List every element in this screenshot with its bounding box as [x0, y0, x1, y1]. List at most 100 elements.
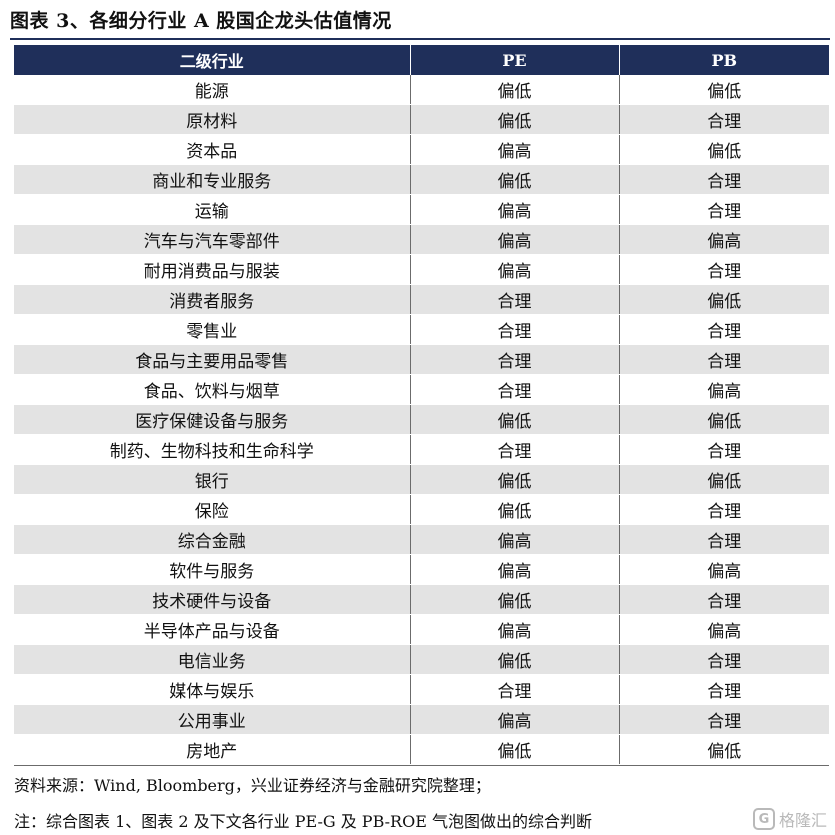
pe-cell: 合理 [409, 344, 619, 375]
pb-cell: 合理 [618, 194, 829, 225]
title-divider [10, 38, 830, 40]
table-row: 媒体与娱乐 合理 合理 [14, 674, 829, 705]
pb-cell: 偏低 [618, 134, 829, 165]
pe-cell: 合理 [409, 314, 619, 345]
industry-cell: 技术硬件与设备 [14, 584, 410, 615]
table-row: 综合金融 偏高 合理 [14, 524, 829, 555]
pb-cell: 合理 [618, 704, 829, 735]
table-row: 能源 偏低 偏低 [14, 75, 829, 105]
industry-cell: 综合金融 [14, 524, 410, 555]
pb-cell: 偏低 [618, 75, 829, 105]
pb-cell: 合理 [618, 104, 829, 135]
pb-cell: 偏高 [618, 554, 829, 585]
pe-cell: 偏高 [409, 224, 619, 255]
pe-cell: 偏低 [409, 584, 619, 615]
table-row: 软件与服务 偏高 偏高 [14, 554, 829, 585]
table-row: 医疗保健设备与服务 偏低 偏低 [14, 404, 829, 435]
industry-cell: 软件与服务 [14, 554, 410, 585]
industry-cell: 能源 [14, 75, 410, 105]
pe-cell: 合理 [409, 434, 619, 465]
industry-cell: 汽车与汽车零部件 [14, 224, 410, 255]
pb-cell: 偏高 [618, 374, 829, 405]
header-pb: PB [618, 45, 829, 75]
valuation-table: 二级行业 PE PB 能源 偏低 偏低 原材料 偏低 合理 资本品 偏高 偏低 商业和专业服务 偏低… [14, 45, 829, 765]
pb-cell: 合理 [618, 584, 829, 615]
table-bottom-rule [14, 765, 829, 766]
table-row: 资本品 偏高 偏低 [14, 134, 829, 165]
industry-cell: 制药、生物科技和生命科学 [14, 434, 410, 465]
pe-cell: 合理 [409, 284, 619, 315]
pe-cell: 偏高 [409, 194, 619, 225]
header-pe: PE [409, 45, 619, 75]
industry-cell: 媒体与娱乐 [14, 674, 410, 705]
pe-cell: 偏高 [409, 614, 619, 645]
industry-cell: 商业和专业服务 [14, 164, 410, 195]
pe-cell: 偏低 [409, 75, 619, 105]
watermark-logo-icon: G [752, 808, 775, 830]
source-note: 资料来源：Wind, Bloomberg，兴业证券经济与金融研究院整理； [14, 776, 491, 795]
table-row: 食品、饮料与烟草 合理 偏高 [14, 374, 829, 405]
pb-cell: 偏低 [618, 404, 829, 435]
pe-cell: 偏低 [409, 734, 619, 765]
pe-cell: 偏低 [409, 404, 619, 435]
pb-cell: 合理 [618, 434, 829, 465]
industry-cell: 公用事业 [14, 704, 410, 735]
table-row: 公用事业 偏高 合理 [14, 704, 829, 735]
table-row: 技术硬件与设备 偏低 合理 [14, 584, 829, 615]
pb-cell: 合理 [618, 674, 829, 705]
industry-cell: 电信业务 [14, 644, 410, 675]
table-header-row: 二级行业 PE PB [14, 45, 829, 75]
watermark-text: 格隆汇 [778, 811, 827, 830]
pe-cell: 偏高 [409, 254, 619, 285]
pe-cell: 合理 [409, 374, 619, 405]
industry-cell: 房地产 [14, 734, 410, 765]
industry-cell: 食品、饮料与烟草 [14, 374, 410, 405]
pe-cell: 偏低 [409, 644, 619, 675]
pe-cell: 偏低 [409, 494, 619, 525]
table-row: 耐用消费品与服装 偏高 合理 [14, 254, 829, 285]
table-row: 运输 偏高 合理 [14, 194, 829, 225]
pb-cell: 偏低 [618, 464, 829, 495]
pb-cell: 合理 [618, 314, 829, 345]
table-row: 原材料 偏低 合理 [14, 104, 829, 135]
table-row: 商业和专业服务 偏低 合理 [14, 164, 829, 195]
table-row: 消费者服务 合理 偏低 [14, 284, 829, 315]
pb-cell: 偏高 [618, 614, 829, 645]
pe-cell: 偏高 [409, 554, 619, 585]
pe-cell: 偏高 [409, 524, 619, 555]
industry-cell: 运输 [14, 194, 410, 225]
industry-cell: 耐用消费品与服装 [14, 254, 410, 285]
industry-cell: 医疗保健设备与服务 [14, 404, 410, 435]
pb-cell: 合理 [618, 494, 829, 525]
pb-cell: 偏高 [618, 224, 829, 255]
pb-cell: 合理 [618, 254, 829, 285]
table-row: 保险 偏低 合理 [14, 494, 829, 525]
pe-cell: 合理 [409, 674, 619, 705]
industry-cell: 食品与主要用品零售 [14, 344, 410, 375]
pe-cell: 偏高 [409, 134, 619, 165]
table-row: 房地产 偏低 偏低 [14, 734, 829, 765]
pb-cell: 合理 [618, 164, 829, 195]
industry-cell: 消费者服务 [14, 284, 410, 315]
pb-cell: 合理 [618, 344, 829, 375]
pb-cell: 合理 [618, 644, 829, 675]
pe-cell: 偏低 [409, 464, 619, 495]
industry-cell: 原材料 [14, 104, 410, 135]
table-row: 食品与主要用品零售 合理 合理 [14, 344, 829, 375]
figure-title: 图表 3、各细分行业 A 股国企龙头估值情况 [10, 10, 392, 32]
pb-cell: 偏低 [618, 734, 829, 765]
header-industry: 二级行业 [14, 45, 410, 75]
industry-cell: 半导体产品与设备 [14, 614, 410, 645]
pe-cell: 偏低 [409, 104, 619, 135]
table-row: 电信业务 偏低 合理 [14, 644, 829, 675]
table-row: 半导体产品与设备 偏高 偏高 [14, 614, 829, 645]
footnote: 注：综合图表 1、图表 2 及下文各行业 PE-G 及 PB-ROE 气泡图做出… [14, 812, 592, 831]
industry-cell: 银行 [14, 464, 410, 495]
table-row: 制药、生物科技和生命科学 合理 合理 [14, 434, 829, 465]
watermark: G 格隆汇 [752, 807, 827, 831]
pb-cell: 偏低 [618, 284, 829, 315]
pe-cell: 偏低 [409, 164, 619, 195]
table-row: 银行 偏低 偏低 [14, 464, 829, 495]
pb-cell: 合理 [618, 524, 829, 555]
table-row: 汽车与汽车零部件 偏高 偏高 [14, 224, 829, 255]
